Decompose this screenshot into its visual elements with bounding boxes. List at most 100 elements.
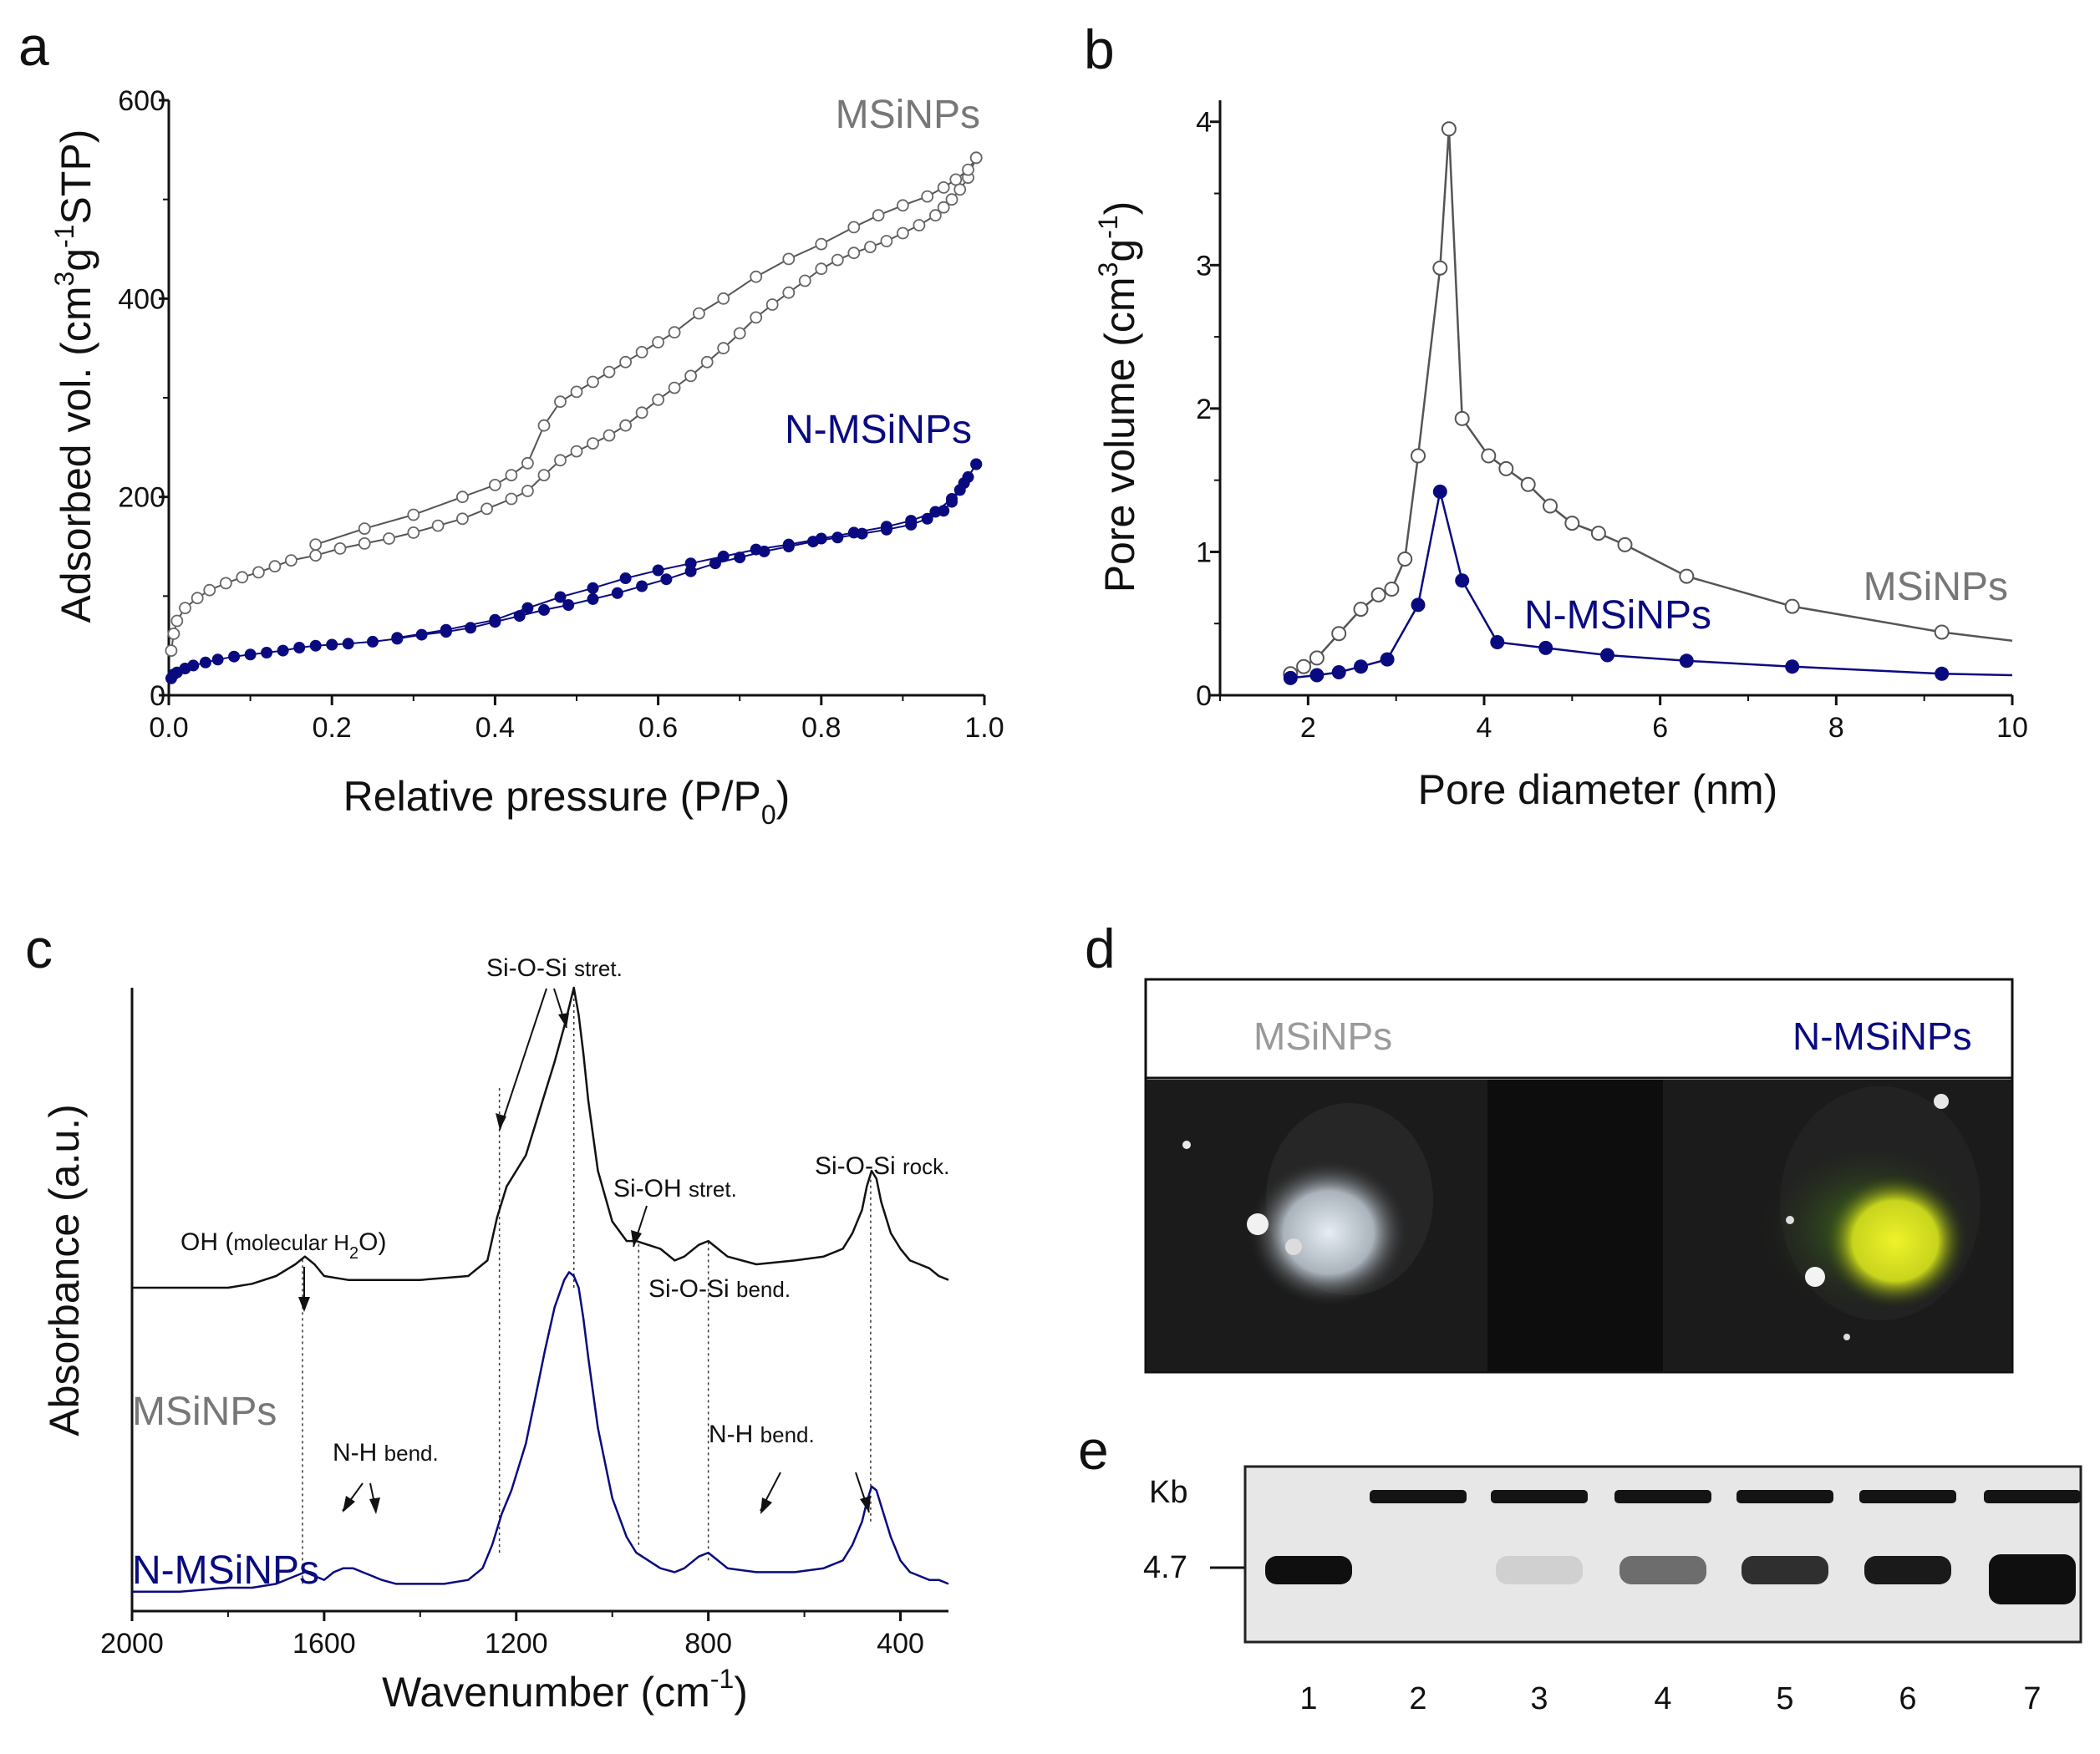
- panel-a-msinps-point: [619, 419, 632, 432]
- annotation-oh: OH (molecular H2O): [181, 1228, 387, 1263]
- panel-a-msinps-point: [949, 173, 963, 186]
- panel-a-nmsinps-point: [293, 642, 306, 653]
- arrow-sios-stret-left: [499, 988, 547, 1131]
- panel-b-y-tick-label: 0: [1196, 680, 1212, 712]
- panel-a-nmsinps-point: [652, 564, 664, 577]
- panel-a-msinps-point: [505, 492, 518, 506]
- panel-a-msinps-point: [407, 508, 420, 521]
- panel-b-nmsinps-point: [1283, 670, 1298, 685]
- panel-b-x-tick-label: 4: [1477, 712, 1492, 744]
- panel-a-nmsinps-point: [717, 550, 730, 562]
- white-speck-1: [1247, 1213, 1269, 1235]
- panel-a-x-tick-label: 0.4: [475, 712, 515, 744]
- panel-b-nmsinps-point: [1935, 666, 1950, 681]
- panel-a-msinps-point: [537, 469, 551, 481]
- panel-a-nmsinps-point: [562, 599, 575, 611]
- panel-b-nmsinps-point: [1432, 484, 1447, 499]
- panel-a-y-tick-label: 400: [118, 283, 165, 315]
- arrowhead-sioh-stret: [631, 1230, 642, 1247]
- arrowhead-nh-bend-2: [760, 1497, 772, 1514]
- panel-a-msinps-point: [268, 560, 282, 573]
- panel-a-msinps-point: [782, 252, 796, 266]
- white-speck-4: [1805, 1267, 1825, 1287]
- annotation-nh-bend-2: N-H bend.: [709, 1421, 815, 1448]
- panel-a-nmsinps-point: [709, 557, 721, 570]
- panel-b-msinps-point: [1441, 121, 1457, 137]
- panel-a-x-tick-label: 0.2: [313, 712, 352, 744]
- panel-b-series: [1283, 121, 2013, 685]
- panel-b-msinps-point: [1432, 260, 1448, 276]
- gel-lane-numbers: 1 2 3 4 5 6 7: [1299, 1681, 2041, 1716]
- panel-a-msinps-point: [358, 522, 371, 535]
- kb-label: Kb: [1149, 1475, 1187, 1510]
- panel-b-msinps-point: [1384, 582, 1400, 597]
- panel-a-msinps-point: [717, 342, 730, 355]
- panel-a-nmsinps-point: [847, 526, 860, 539]
- panel-a-msinps-point: [170, 614, 184, 628]
- panel-a-msinps-point: [167, 628, 181, 640]
- panel-a-msinps-point: [383, 532, 395, 545]
- white-nanoparticle-pellet: [1247, 1157, 1411, 1308]
- panel-b-x-tick-label: 8: [1828, 712, 1844, 744]
- photo-dark-band: [1487, 1080, 1663, 1371]
- panel-a-msinps-label: MSiNPs: [836, 93, 980, 137]
- panel-a-msinps-point: [570, 385, 583, 399]
- panel-a-nmsinps-point: [228, 650, 241, 663]
- panel-b-msinps-point: [1590, 526, 1606, 541]
- panel-b-label: b: [1084, 18, 1115, 80]
- arrowhead-sios-stret-right: [558, 1013, 569, 1028]
- photo-image: [1147, 1080, 2011, 1371]
- panel-a-nmsinps-point: [831, 531, 844, 544]
- panel-c-tick-labels: 2000 1600 1200 800 400: [100, 1628, 924, 1660]
- panel-a-nmsinps-point: [513, 610, 526, 623]
- gel-well-band: [1736, 1490, 1833, 1503]
- panel-a-nmsinps-point: [734, 552, 746, 564]
- panel-b-nmsinps-point: [1380, 652, 1395, 667]
- panel-c-x-tick-label: 1200: [485, 1628, 548, 1660]
- gel-4-7-kb-band: [1265, 1556, 1352, 1584]
- panel-b-nmsinps-point: [1679, 653, 1694, 669]
- panel-a-nmsinps-point: [261, 647, 273, 658]
- panel-a-x-axis-title: Relative pressure (P/P0): [343, 773, 791, 830]
- panel-a-nmsinps-point: [489, 613, 501, 626]
- panel-a-nmsinps-point: [619, 572, 632, 584]
- panel-a-y-axis-title: Adsorbed vol. (cm3g-1STP): [49, 130, 99, 623]
- panel-a-x-tick-label: 0.6: [638, 712, 678, 744]
- panel-a-label: a: [18, 15, 49, 77]
- panel-a-nmsinps-point: [521, 602, 534, 614]
- panel-c-arrowheads: [298, 1013, 871, 1514]
- panel-a-nmsinps-point: [636, 580, 648, 592]
- gel-well-band: [1984, 1490, 2081, 1503]
- panel-a-msinps-point: [537, 419, 551, 432]
- arrowhead-oh: [298, 1297, 310, 1312]
- panel-a-msinps-point: [505, 469, 518, 481]
- panel-b-msinps-label: MSiNPs: [1864, 565, 2008, 609]
- panel-a-tick-labels: 0.0 0.2 0.4 0.6 0.8 1.0 0 200 400 600: [118, 85, 1004, 744]
- panel-a-y-tick-label: 600: [118, 85, 165, 117]
- gel-lane-number: 4: [1654, 1681, 1671, 1716]
- panel-b-nmsinps-point: [1600, 648, 1614, 663]
- panel-a-y-tick-label: 200: [118, 482, 165, 514]
- gel-4-7-kb-band: [1989, 1554, 2076, 1604]
- panel-d-label: d: [1085, 918, 1116, 979]
- panel-a-nmsinps-point: [440, 623, 452, 636]
- panel-a-nmsinps-point: [782, 538, 795, 551]
- white-speck-6: [1786, 1216, 1794, 1224]
- panel-a-msinps-point: [750, 270, 763, 283]
- panel-a-msinps-point: [284, 554, 297, 567]
- panel-a-nmsinps-point: [905, 515, 918, 527]
- panel-a-nmsinps-point: [958, 477, 970, 490]
- panel-a-msinps-point: [815, 237, 828, 251]
- panel-a-y-tick-label: 0: [150, 680, 165, 712]
- panel-b-msinps-point: [1296, 658, 1312, 674]
- panel-b-msinps-point: [1331, 626, 1347, 642]
- panel-b-x-tick-label: 10: [1996, 712, 2028, 744]
- panel-a-msinps-point: [236, 571, 249, 584]
- panel-a-nmsinps-point: [199, 656, 211, 669]
- panel-a-nmsinps-desorption-line: [397, 463, 978, 639]
- panel-a-nmsinps-point: [970, 458, 983, 470]
- gel-lane-number: 5: [1776, 1681, 1793, 1716]
- panel-a-msinps-point: [782, 286, 796, 299]
- panel-a-x-tick-label: 0.8: [801, 712, 841, 744]
- panel-a-axes: [159, 99, 986, 705]
